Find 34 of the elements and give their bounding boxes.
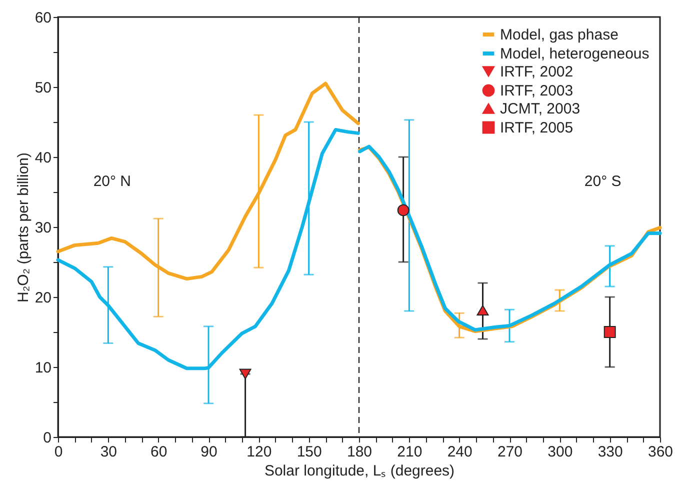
y-axis-title: H₂O₂ (parts per billion) bbox=[14, 152, 32, 303]
y-tick-label: 40 bbox=[34, 150, 52, 166]
point bbox=[604, 326, 616, 338]
x-tick-label: 0 bbox=[54, 444, 63, 460]
x-tick-label: 120 bbox=[246, 444, 272, 460]
x-tick-label: 240 bbox=[447, 444, 472, 460]
y-tick-label: 50 bbox=[34, 80, 52, 96]
y-tick-label: 30 bbox=[34, 220, 52, 236]
x-tick-label: 270 bbox=[497, 444, 523, 460]
x-tick-label: 150 bbox=[296, 444, 322, 460]
legend-label: JCMT, 2003 bbox=[500, 100, 580, 118]
legend-label: IRTF, 2003 bbox=[500, 82, 574, 100]
y-tick-label: 20 bbox=[34, 290, 52, 306]
point bbox=[239, 368, 252, 380]
x-tick-label: 300 bbox=[548, 444, 573, 460]
x-tick-label: 210 bbox=[397, 444, 422, 460]
legend-label: IRTF, 2002 bbox=[500, 64, 574, 80]
legend-label: Model, heterogeneous bbox=[500, 46, 650, 62]
x-tick-label: 60 bbox=[150, 444, 168, 460]
y-tick-label: 60 bbox=[34, 10, 52, 26]
x-tick-label: 330 bbox=[598, 444, 623, 460]
point bbox=[397, 204, 410, 216]
x-tick-label: 180 bbox=[346, 444, 372, 460]
legend-label: IRTF, 2005 bbox=[500, 120, 574, 136]
x-tick-label: 30 bbox=[100, 444, 118, 460]
y-tick-label: 0 bbox=[43, 430, 52, 446]
x-tick-label: 90 bbox=[200, 444, 218, 460]
x-axis-title: Solar longitude, Lₛ (degrees) bbox=[264, 462, 455, 480]
annotation: 20° S bbox=[584, 172, 622, 190]
y-tick-label: 10 bbox=[34, 360, 52, 376]
x-tick-label: 360 bbox=[648, 444, 674, 460]
point bbox=[476, 305, 489, 316]
annotation: 20° N bbox=[93, 172, 132, 190]
legend-label: Model, gas phase bbox=[500, 26, 618, 44]
